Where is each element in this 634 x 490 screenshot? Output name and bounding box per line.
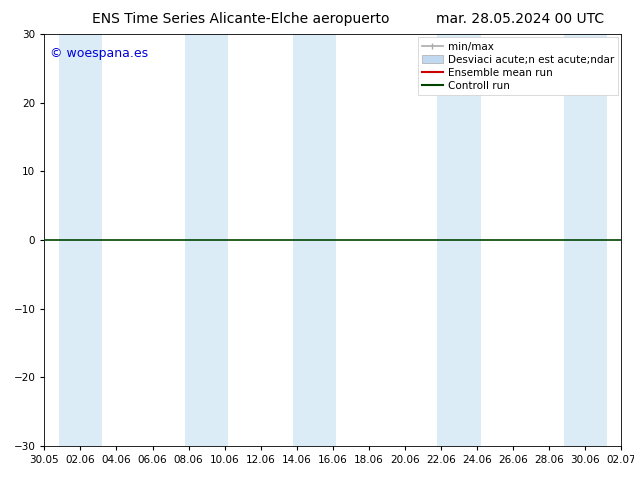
Bar [437,34,481,446]
Bar [293,34,337,446]
Bar [59,34,102,446]
Bar [564,34,607,446]
Bar [185,34,228,446]
Text: mar. 28.05.2024 00 UTC: mar. 28.05.2024 00 UTC [436,12,604,26]
Text: © woespana.es: © woespana.es [50,47,148,60]
Legend: min/max, Desviaci acute;n est acute;ndar, Ensemble mean run, Controll run: min/max, Desviaci acute;n est acute;ndar… [418,37,618,95]
Text: ENS Time Series Alicante-Elche aeropuerto: ENS Time Series Alicante-Elche aeropuert… [92,12,390,26]
